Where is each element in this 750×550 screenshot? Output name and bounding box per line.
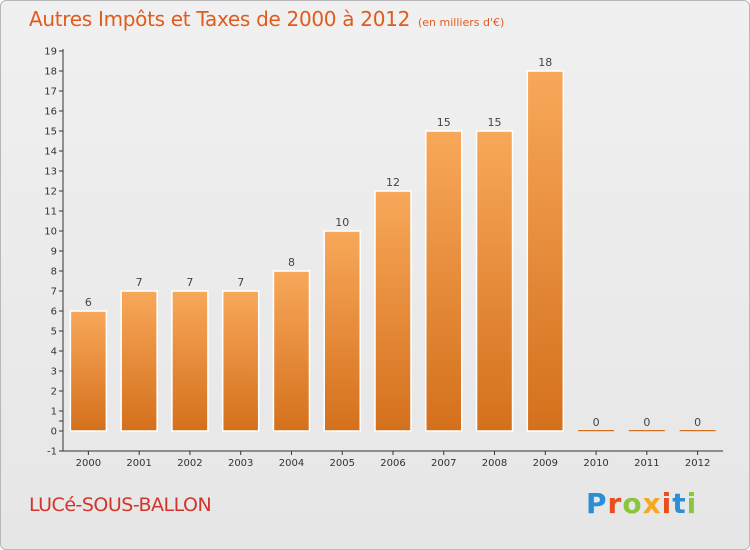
data-label-2011: 0 (643, 416, 650, 429)
data-label-2012: 0 (694, 416, 701, 429)
chart-title: Autres Impôts et Taxes de 2000 à 2012 (en… (29, 7, 504, 31)
y-tick-label: 1 (51, 407, 57, 418)
logo-letter: r (607, 487, 623, 520)
y-tick-label: 4 (51, 347, 57, 358)
bar-2004 (272, 270, 311, 432)
unit-note: (en milliers d'€) (418, 16, 505, 29)
y-tick-label: 2 (51, 387, 57, 398)
x-tick-label: 2003 (228, 458, 253, 469)
bar-2003 (221, 290, 260, 432)
y-tick-label: 13 (44, 167, 57, 178)
y-tick-label: 17 (44, 87, 57, 98)
bar-2012 (679, 430, 716, 432)
y-tick-label: 15 (44, 127, 57, 138)
y-tick-label: 16 (44, 107, 57, 118)
y-tick-label: 14 (44, 147, 57, 158)
y-tick-label: 8 (51, 267, 57, 278)
logo-letter: i (686, 487, 698, 520)
bar-2010 (578, 430, 615, 432)
data-label-2010: 0 (593, 416, 600, 429)
y-tick-label: 7 (51, 287, 57, 298)
bar-2008 (475, 130, 514, 432)
x-tick-label: 2002 (177, 458, 202, 469)
y-tick-label: 9 (51, 247, 57, 258)
chart-bars (69, 70, 716, 432)
bar-2000 (69, 310, 108, 432)
chart-labels: 6 7 7 7 8 10 12 15 15 18 0 0 0 (85, 56, 701, 429)
data-label-2007: 15 (437, 116, 451, 129)
x-tick-label: 2012 (685, 458, 710, 469)
y-tick-label: 18 (44, 67, 57, 78)
y-tick-label: -1 (47, 447, 57, 458)
data-label-2005: 10 (335, 216, 349, 229)
data-label-2002: 7 (186, 276, 193, 289)
data-label-2003: 7 (237, 276, 244, 289)
logo-letter: t (672, 487, 687, 520)
x-tick-label: 2005 (330, 458, 355, 469)
x-tick-label: 2010 (583, 458, 608, 469)
y-tick-label: 11 (44, 207, 57, 218)
bar-2011 (628, 430, 665, 432)
bar-2007 (425, 130, 463, 432)
logo-letter: o (622, 487, 643, 520)
bar-2005 (323, 230, 361, 432)
x-tick-label: 2008 (482, 458, 507, 469)
commune-name: LUCé-SOUS-BALLON (29, 494, 212, 516)
data-label-2000: 6 (85, 296, 92, 309)
y-tick-label: 0 (51, 427, 57, 438)
bar-2009 (526, 70, 565, 432)
data-label-2001: 7 (136, 276, 143, 289)
y-tick-label: 3 (51, 367, 57, 378)
x-tick-label: 2009 (533, 458, 558, 469)
y-tick-label: 6 (51, 307, 57, 318)
proxiti-logo: Proxiti (586, 487, 697, 520)
x-tick-label: 2006 (380, 458, 405, 469)
y-tick-label: 10 (44, 227, 57, 238)
y-tick-label: 5 (51, 327, 57, 338)
x-tick-label: 2007 (431, 458, 456, 469)
logo-letter: P (586, 487, 608, 520)
x-tick-label: 2004 (279, 458, 304, 469)
y-tick-label: 12 (44, 187, 57, 198)
bar-2006 (374, 190, 412, 432)
data-label-2008: 15 (488, 116, 502, 129)
data-label-2006: 12 (386, 176, 400, 189)
chart-title-text: Autres Impôts et Taxes de 2000 à 2012 (29, 7, 410, 31)
logo-letter: x (642, 487, 662, 520)
data-label-2009: 18 (538, 56, 552, 69)
x-tick-label: 2001 (126, 458, 151, 469)
logo-letter: i (661, 487, 673, 520)
bar-2001 (120, 290, 158, 432)
bar-2002 (171, 290, 209, 432)
x-tick-label: 2011 (634, 458, 659, 469)
data-label-2004: 8 (288, 256, 295, 269)
y-tick-label: 19 (44, 47, 57, 58)
x-tick-label: 2000 (76, 458, 101, 469)
